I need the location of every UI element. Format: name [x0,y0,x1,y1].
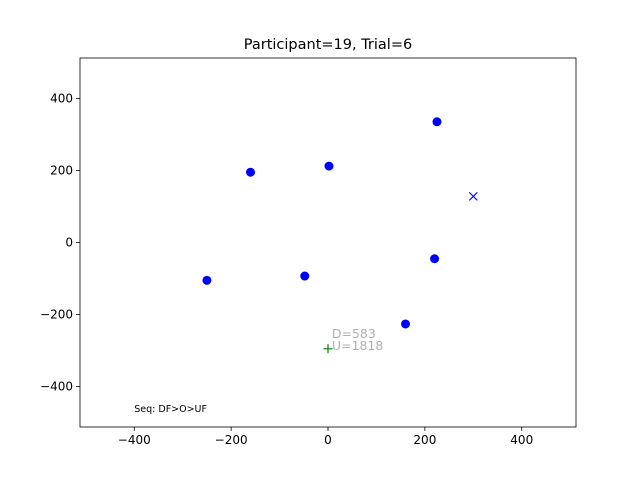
sequence-annotation: Seq: DF>O>UF [134,404,207,415]
chart-title: Participant=19, Trial=6 [244,37,412,53]
x-tick-label: 200 [413,433,436,447]
data-point [430,254,440,264]
y-tick-label: 0 [65,236,73,250]
data-point [324,161,334,171]
plot-area [79,57,577,428]
data-point [202,275,212,285]
y-tick-label: −200 [40,308,73,322]
data-point [401,319,410,329]
value-annotation: D=583 [332,326,376,341]
y-tick-label: −400 [40,380,73,394]
x-tick-label: 400 [510,433,533,447]
x-tick-label: −200 [215,433,248,447]
x-axis: −400 −200 0 200 400 [118,427,533,447]
y-tick-label: 200 [50,163,73,177]
value-annotation: U=1818 [332,338,383,353]
y-tick-label: 400 [50,91,73,105]
data-points [202,117,478,354]
y-axis: −400 −200 0 200 400 [40,91,80,394]
x-marker-point [468,191,478,201]
data-point [432,117,442,127]
x-tick-label: −400 [118,433,151,447]
data-point [246,167,255,177]
x-tick-label: 0 [324,433,332,447]
plus-marker-point [323,344,333,354]
data-point [300,271,310,281]
